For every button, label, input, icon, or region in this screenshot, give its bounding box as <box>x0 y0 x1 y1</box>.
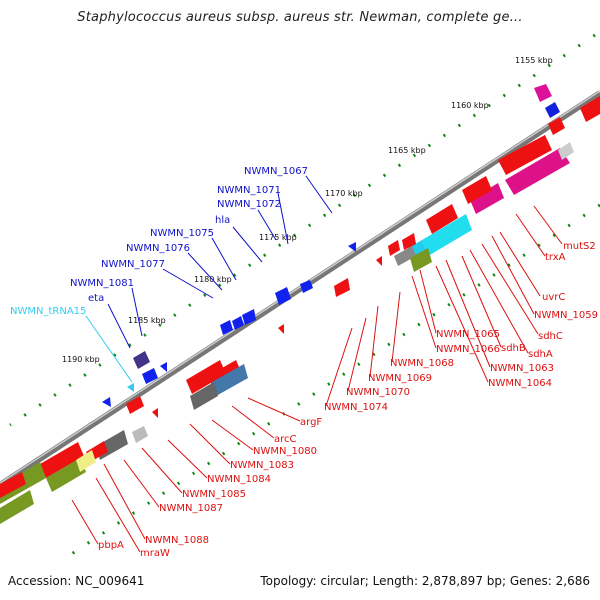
gene-label-lower-15[interactable]: argF <box>300 417 322 428</box>
lower-connector-3 <box>491 235 535 315</box>
gene-label-lower-1[interactable]: trxA <box>545 252 566 263</box>
gene-label-lower-19[interactable]: NWMN_1084 <box>207 474 271 485</box>
tick-label-1: 1160 kbp <box>451 101 489 110</box>
lower-connector-6 <box>461 255 502 348</box>
gene-label-1[interactable]: NWMN_1071 <box>217 185 281 196</box>
tick-label-4: 1175 kbp <box>259 233 297 242</box>
tick-label-0: 1155 kbp <box>515 56 553 65</box>
gene-label-6[interactable]: NWMN_1077 <box>101 259 165 270</box>
lower-connector-20 <box>141 447 183 494</box>
lower-connector-23 <box>95 477 141 553</box>
lower-connector-12 <box>369 305 379 378</box>
gene-label-lower-24[interactable]: pbpA <box>98 540 124 551</box>
gene-label-lower-8[interactable]: NWMN_1064 <box>488 378 552 389</box>
gene-label-0[interactable]: NWMN_1067 <box>244 166 308 177</box>
lower-connector-21 <box>123 459 160 508</box>
gene-label-lower-12[interactable]: NWMN_1069 <box>368 373 432 384</box>
lower-connector-1 <box>515 213 546 257</box>
gene-label-lower-5[interactable]: sdhA <box>528 349 553 360</box>
gene-label-8[interactable]: eta <box>88 293 104 304</box>
lower-connector-2 <box>499 231 541 297</box>
tick-label-2: 1165 kbp <box>388 146 426 155</box>
lower-connector-24 <box>71 499 99 545</box>
lower-connector-19 <box>167 439 208 479</box>
tick-label-3: 1170 kbp <box>325 189 363 198</box>
tick-label-7: 1190 kbp <box>62 355 100 364</box>
genome-summary-text: Topology: circular; Length: 2,878,897 bp… <box>260 574 590 588</box>
lower-connector-4 <box>481 243 539 335</box>
upper-connector-4 <box>211 237 237 281</box>
reverse-strand-features <box>102 84 560 407</box>
genome-backbone <box>0 90 600 488</box>
gene-label-lower-20[interactable]: NWMN_1085 <box>182 489 246 500</box>
lower-connector-17 <box>211 419 254 451</box>
gene-label-lower-10[interactable]: NWMN_1066 <box>436 344 500 355</box>
gene-label-lower-18[interactable]: NWMN_1083 <box>230 460 294 471</box>
gene-label-lower-4[interactable]: sdhC <box>538 331 563 342</box>
map-title: Staphylococcus aureus subsp. aureus str.… <box>77 10 523 25</box>
gene-label-lower-23[interactable]: mraW <box>140 548 170 559</box>
gene-label-lower-9[interactable]: NWMN_1065 <box>436 329 500 340</box>
gene-label-7[interactable]: NWMN_1081 <box>70 278 134 289</box>
upper-connector-8 <box>107 303 131 349</box>
lower-connector-0 <box>533 205 563 245</box>
gene-label-lower-3[interactable]: NWMN_1059 <box>534 310 598 321</box>
lower-connector-8 <box>435 265 489 383</box>
lower-connector-11 <box>391 291 401 363</box>
gene-label-5[interactable]: NWMN_1076 <box>126 243 190 254</box>
gene-label-lower-11[interactable]: NWMN_1068 <box>390 358 454 369</box>
lower-connector-14 <box>325 327 353 407</box>
gene-label-lower-6[interactable]: sdhB <box>501 343 526 354</box>
gene-label-lower-21[interactable]: NWMN_1087 <box>159 503 223 514</box>
lower-connector-10 <box>411 275 437 349</box>
upper-connector-7 <box>131 287 143 337</box>
gene-label-4[interactable]: NWMN_1075 <box>150 228 214 239</box>
forward-strand-features <box>0 96 600 524</box>
lower-connector-5 <box>469 249 529 354</box>
gene-label-lower-13[interactable]: NWMN_1070 <box>346 387 410 398</box>
upper-connector-2 <box>257 209 277 241</box>
gene-label-2[interactable]: NWMN_1072 <box>217 199 281 210</box>
lower-connector-7 <box>445 259 491 368</box>
lower-connector-16 <box>231 405 275 439</box>
gene-label-lower-22[interactable]: NWMN_1088 <box>145 535 209 546</box>
gene-label-lower-14[interactable]: NWMN_1074 <box>324 402 388 413</box>
upper-connector-6 <box>162 268 214 299</box>
lower-connector-18 <box>189 423 231 465</box>
lower-connector-22 <box>103 463 146 540</box>
gene-label-lower-17[interactable]: NWMN_1080 <box>253 446 317 457</box>
upper-connector-5 <box>187 252 223 291</box>
lower-connector-15 <box>247 397 301 422</box>
gene-label-9[interactable]: NWMN_tRNA15 <box>10 306 86 317</box>
tick-label-6: 1185 kbp <box>128 316 166 325</box>
upper-connector-1 <box>277 192 289 245</box>
gene-label-3[interactable]: hla <box>215 215 230 226</box>
upper-connector-9 <box>85 315 133 383</box>
gene-label-lower-2[interactable]: uvrC <box>542 292 565 303</box>
gene-label-lower-0[interactable]: mutS2 <box>563 241 596 252</box>
lower-connector-13 <box>347 317 367 392</box>
lower-connector-9 <box>419 269 437 334</box>
gene-label-lower-16[interactable]: arcC <box>274 434 297 445</box>
gene-label-lower-7[interactable]: NWMN_1063 <box>490 363 554 374</box>
upper-connector-3 <box>232 226 263 263</box>
accession-text: Accession: NC_009641 <box>8 574 145 588</box>
upper-connector-0 <box>305 175 333 214</box>
